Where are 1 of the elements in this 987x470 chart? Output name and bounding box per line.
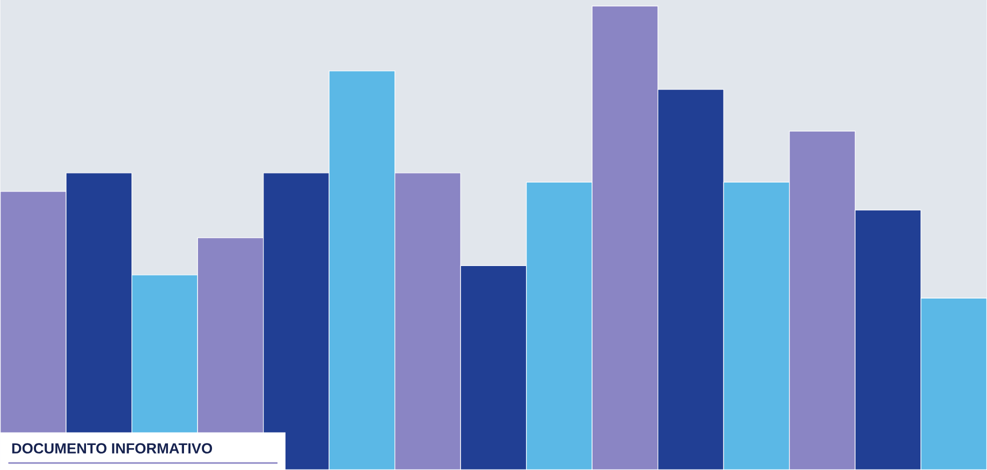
annotation: DOCUMENTO INFORMATIVO [12,443,212,454]
